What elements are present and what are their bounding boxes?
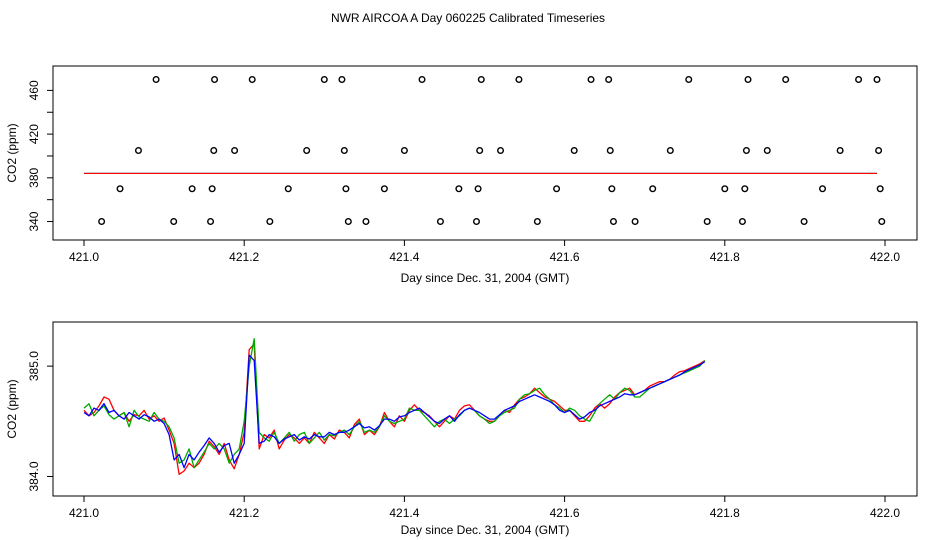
top-x-axis-label: Day since Dec. 31, 2004 (GMT)	[401, 271, 570, 285]
top-marker-point	[436, 218, 444, 226]
top-marker-point	[362, 218, 370, 226]
top-marker-point	[876, 185, 884, 193]
top-marker-point	[208, 185, 216, 193]
bottom-y-axis-label: CO2 (ppm)	[5, 379, 19, 438]
top-marker-point	[477, 75, 485, 83]
top-marker-point	[703, 218, 711, 226]
top-marker-point	[819, 185, 827, 193]
top-y-tick-label: 460	[27, 80, 41, 100]
top-marker-point	[284, 185, 292, 193]
top-marker-point	[587, 75, 595, 83]
top-marker-point	[400, 146, 408, 154]
bottom-x-tick-label: 421.8	[710, 506, 740, 520]
bottom-y-ticks: 384.0 385.0	[27, 351, 53, 491]
bottom-series-line	[83, 354, 706, 469]
top-marker-point	[134, 146, 142, 154]
top-marker-point	[608, 185, 616, 193]
top-marker-point	[170, 218, 178, 226]
top-marker-point	[606, 146, 614, 154]
top-x-tick-label: 422.0	[870, 250, 900, 264]
top-marker-point	[685, 75, 693, 83]
top-marker-point	[338, 75, 346, 83]
top-y-tick-label: 420	[27, 124, 41, 144]
top-marker-point	[873, 75, 881, 83]
top-marker-point	[742, 146, 750, 154]
bottom-x-ticks: 421.0 421.2 421.4 421.6 421.8 422.0	[69, 496, 900, 520]
top-marker-point	[553, 185, 561, 193]
bottom-y-tick-label: 384.0	[27, 461, 41, 491]
top-x-tick-label: 421.0	[69, 250, 99, 264]
top-marker-point	[152, 75, 160, 83]
top-x-tick-label: 421.6	[550, 250, 580, 264]
top-marker-point	[380, 185, 388, 193]
top-marker-point	[605, 75, 613, 83]
chart-title: NWR AIRCOA A Day 060225 Calibrated Times…	[331, 11, 605, 25]
bottom-series-line	[83, 337, 706, 469]
top-marker-point	[231, 146, 239, 154]
top-marker-point	[320, 75, 328, 83]
top-marker-point	[211, 75, 219, 83]
bottom-x-tick-label: 421.2	[229, 506, 259, 520]
bottom-x-tick-label: 422.0	[870, 506, 900, 520]
top-marker-point	[98, 218, 106, 226]
top-marker-point	[800, 218, 808, 226]
bottom-y-tick-label: 385.0	[27, 351, 41, 381]
top-x-ticks: 421.0 421.2 421.4 421.6 421.8 422.0	[69, 240, 900, 264]
top-marker-point	[476, 146, 484, 154]
bottom-x-tick-label: 421.0	[69, 506, 99, 520]
top-marker-point	[266, 218, 274, 226]
top-marker-point	[344, 218, 352, 226]
top-markers	[98, 75, 886, 226]
top-marker-point	[207, 218, 215, 226]
top-marker-point	[782, 75, 790, 83]
top-marker-point	[248, 75, 256, 83]
top-x-tick-label: 421.4	[389, 250, 419, 264]
top-marker-point	[855, 75, 863, 83]
top-y-ticks: 340 380 420 460	[27, 80, 53, 232]
top-marker-point	[570, 146, 578, 154]
top-marker-point	[533, 218, 541, 226]
top-marker-point	[649, 185, 657, 193]
top-marker-point	[666, 146, 674, 154]
top-marker-point	[497, 146, 505, 154]
top-marker-point	[721, 185, 729, 193]
top-y-tick-label: 380	[27, 167, 41, 187]
top-marker-point	[631, 218, 639, 226]
top-marker-point	[878, 218, 886, 226]
top-marker-point	[472, 218, 480, 226]
top-marker-point	[116, 185, 124, 193]
top-marker-point	[342, 185, 350, 193]
top-plot-frame	[52, 65, 918, 241]
bottom-x-axis-label: Day since Dec. 31, 2004 (GMT)	[401, 523, 570, 537]
top-marker-point	[609, 218, 617, 226]
top-marker-point	[188, 185, 196, 193]
bottom-panel: 384.0 385.0 421.0 421.2 421.4 421.6 421.8 422.…	[5, 321, 918, 537]
top-marker-point	[303, 146, 311, 154]
top-y-axis-label: CO2 (ppm)	[5, 123, 19, 182]
top-marker-point	[875, 146, 883, 154]
bottom-x-tick-label: 421.6	[550, 506, 580, 520]
top-marker-point	[836, 146, 844, 154]
top-marker-point	[741, 185, 749, 193]
bottom-series-lines	[83, 337, 706, 475]
top-marker-point	[763, 146, 771, 154]
top-marker-point	[455, 185, 463, 193]
bottom-x-tick-label: 421.4	[389, 506, 419, 520]
top-marker-point	[738, 218, 746, 226]
top-y-tick-label: 340	[27, 211, 41, 231]
top-marker-point	[210, 146, 218, 154]
top-marker-point	[474, 185, 482, 193]
top-marker-point	[418, 75, 426, 83]
top-marker-point	[744, 75, 752, 83]
top-marker-point	[340, 146, 348, 154]
top-x-tick-label: 421.2	[229, 250, 259, 264]
bottom-plot-frame	[52, 321, 918, 497]
top-marker-point	[515, 75, 523, 83]
top-x-tick-label: 421.8	[710, 250, 740, 264]
